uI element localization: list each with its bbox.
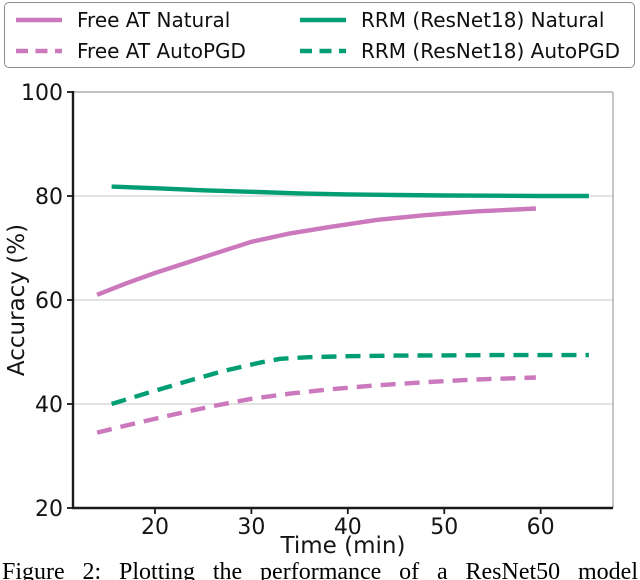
x-tick-label: 60 xyxy=(527,515,555,540)
legend-column-2: RRM (ResNet18) Natural RRM (ResNet18) Aut… xyxy=(299,6,634,64)
legend-item-label: Free AT AutoPGD xyxy=(77,39,246,63)
x-tick-label: 30 xyxy=(237,515,265,540)
y-tick-label: 80 xyxy=(35,185,63,210)
line-series-rrm-resnet18-natural xyxy=(111,184,589,199)
legend-column-1: Free AT Natural Free AT AutoPGD xyxy=(5,6,299,64)
x-axis-label: Time (min) xyxy=(280,533,406,559)
legend-item-label: RRM (ResNet18) Natural xyxy=(361,8,605,32)
legend-item-rrm-resnet18-autopgd: RRM (ResNet18) AutoPGD xyxy=(299,37,634,64)
line-series-free-at-autopgd xyxy=(96,375,536,435)
y-tick-label: 40 xyxy=(35,393,63,418)
x-tick-label: 40 xyxy=(334,515,362,540)
legend-item-label: Free AT Natural xyxy=(77,8,231,32)
y-axis-label: Accuracy (%) xyxy=(4,224,30,376)
solid-line-swatch-icon xyxy=(16,17,62,22)
legend: Free AT Natural Free AT AutoPGD RRM (ResN… xyxy=(4,2,635,68)
solid-line-swatch-icon xyxy=(300,17,346,22)
y-tick-label: 20 xyxy=(35,497,63,522)
y-tick-label: 100 xyxy=(21,81,63,106)
x-tick-label: 50 xyxy=(430,515,458,540)
line-series-rrm-resnet18-autopgd xyxy=(110,352,589,407)
legend-item-rrm-resnet18-natural: RRM (ResNet18) Natural xyxy=(299,6,634,33)
dashed-line-swatch-icon xyxy=(16,48,62,53)
x-tick-label: 20 xyxy=(141,515,169,540)
legend-item-free-at-natural: Free AT Natural xyxy=(15,6,299,33)
line-series-free-at-natural xyxy=(96,206,537,297)
y-tick-label: 60 xyxy=(35,289,63,314)
dashed-line-swatch-icon xyxy=(300,48,346,53)
figure-caption: Figure 2: Plotting the performance of a … xyxy=(2,559,638,580)
legend-item-free-at-autopgd: Free AT AutoPGD xyxy=(15,37,299,64)
legend-item-label: RRM (ResNet18) AutoPGD xyxy=(361,39,621,63)
